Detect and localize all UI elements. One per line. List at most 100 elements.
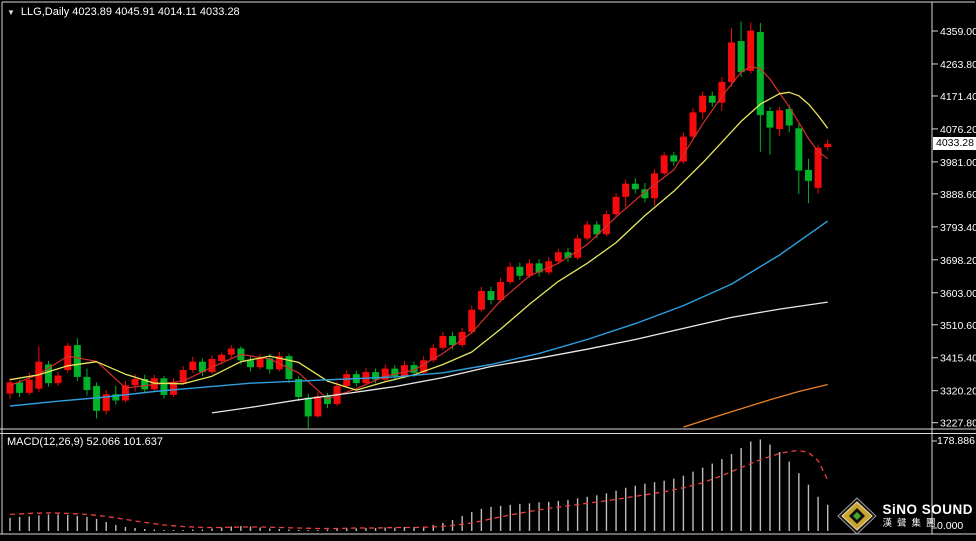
candle-body-up (583, 224, 591, 239)
symbol-summary-text: LLG,Daily 4023.89 4045.91 4014.11 4033.2… (20, 6, 240, 18)
candle-body-up (728, 42, 735, 82)
candle-body-down (44, 364, 52, 384)
candle-body-up (506, 266, 514, 283)
candle-body-down (708, 95, 716, 103)
ma-slow-yellow (9, 91, 829, 391)
candle-body-up (256, 358, 264, 368)
candle-body-down (266, 358, 274, 370)
candle-body-up (170, 382, 178, 395)
candle-body-up (814, 147, 822, 188)
candle-body-down (516, 266, 524, 276)
candle-body-down (16, 382, 24, 393)
candle-body-up (25, 379, 33, 393)
candle-body-down (487, 291, 495, 301)
candle-body-up (660, 155, 668, 174)
current-price-tag: 4033.28 (933, 137, 976, 150)
candle-body-up (554, 252, 562, 262)
macd-scale-zero-label: 0.000 (937, 520, 964, 532)
candle-body-up (468, 309, 476, 332)
candle-body-up (429, 347, 437, 361)
candle-body-up (54, 375, 62, 384)
candle-body-down (198, 361, 206, 373)
candle-body-up (381, 368, 389, 380)
candle-body-down (295, 379, 303, 398)
candle-body-up (121, 385, 129, 401)
candle-body-up (208, 358, 216, 373)
candle-body-down (593, 224, 601, 235)
candle-body-down (670, 155, 678, 162)
candle-body-up (776, 110, 784, 129)
logo-diamond-icon (837, 497, 878, 535)
symbol-info-bar: ▼ LLG,Daily 4023.89 4045.91 4014.11 4033… (7, 6, 240, 18)
candle-body-up (525, 263, 533, 276)
candle-body-down (785, 108, 793, 126)
candle-body-down (410, 365, 418, 373)
candle-body-down (766, 110, 774, 128)
price-tick-label: 4263.80 (940, 59, 976, 71)
candle-body-up (6, 382, 14, 394)
price-tick-label: 3793.40 (940, 222, 976, 234)
candle-body-up (612, 196, 620, 215)
candle-body-up (400, 365, 408, 377)
candle-body-up (64, 345, 72, 370)
logo-title: SiNO SOUND (882, 502, 973, 518)
macd-signal-line (9, 449, 829, 530)
price-tick-label: 3888.60 (940, 189, 976, 201)
candle-body-up (439, 336, 447, 348)
candle-body-down (83, 376, 91, 391)
candle-body-up (343, 374, 351, 386)
candle-body-down (804, 169, 812, 181)
candle-body-up (689, 112, 697, 137)
candle-body-down (73, 345, 81, 377)
candle-body-up (227, 348, 235, 355)
candle-body-down (641, 189, 649, 199)
price-tick-label: 3415.40 (940, 353, 976, 365)
symbol-dropdown-icon[interactable]: ▼ (7, 7, 15, 17)
ma-fast-red (9, 66, 829, 400)
candle-body-down (141, 379, 149, 390)
candle-body-down (756, 32, 764, 116)
price-tick-label: 3981.00 (940, 157, 976, 169)
candle-body-down (323, 396, 331, 404)
candle-body-down (535, 263, 543, 273)
candle-body-up (497, 282, 505, 301)
price-tick-label: 3603.00 (940, 288, 976, 300)
candle-body-up (131, 379, 139, 386)
candle-body-up (718, 81, 726, 103)
candle-body-up (179, 369, 187, 383)
candle-body-down (160, 378, 168, 395)
candle-body-down (449, 336, 457, 346)
candle-body-up (275, 356, 283, 370)
candle-body-down (795, 128, 803, 171)
sino-sound-logo: SiNO SOUND 漢聲集團 (837, 497, 973, 535)
candle-body-up (602, 214, 610, 235)
ma-long-orange (683, 383, 828, 428)
candle-body-up (420, 360, 428, 373)
candle-body-down (304, 397, 312, 417)
candle-body-up (651, 173, 659, 199)
candle-body-up (699, 95, 707, 113)
candle-body-down (737, 41, 745, 73)
candle-body-down (247, 360, 254, 368)
candle-body-up (747, 30, 755, 71)
candle-body-down (112, 394, 120, 401)
candle-body-up (189, 361, 197, 370)
price-tick-label: 3698.20 (940, 255, 976, 267)
logo-subtitle: 漢聲集團 (882, 517, 941, 529)
ma-long-blue (9, 220, 829, 407)
candle-body-up (218, 354, 226, 361)
price-tick-label: 4171.40 (940, 91, 976, 103)
macd-scale-max-label: 178.886 (937, 435, 975, 447)
candle-body-up (458, 331, 466, 346)
price-tick-label: 4076.20 (940, 124, 976, 136)
candle-body-down (391, 368, 399, 377)
price-tick-label: 3320.20 (940, 386, 976, 398)
price-tick-label: 3227.80 (940, 418, 976, 430)
candle-body-up (574, 238, 582, 258)
candle-body-down (631, 183, 639, 190)
candle-body-up (622, 183, 630, 197)
macd-indicator-label: MACD(12,26,9) 52.066 101.637 (7, 436, 163, 448)
price-tick-label: 4359.00 (940, 26, 976, 38)
